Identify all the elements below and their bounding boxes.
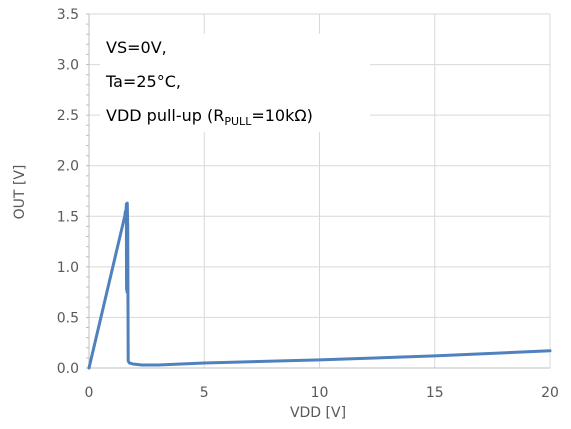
y-tick-label: 0.5 — [57, 310, 79, 326]
plot-area — [87, 201, 552, 370]
y-tick-label: 1.5 — [57, 209, 79, 225]
x-axis-title: VDD [V] — [290, 405, 346, 421]
annotation-line-pullup: VDD pull-up (RPULL=10kΩ) — [106, 106, 313, 128]
y-axis-title: OUT [V] — [12, 165, 28, 220]
y-tick-label: 2.5 — [57, 108, 79, 124]
annotation-pullup-suffix: =10kΩ) — [251, 106, 313, 125]
y-tick-label: 2.0 — [57, 159, 79, 175]
annotation-line-vs: VS=0V, — [106, 38, 167, 57]
x-tick-label: 0 — [85, 385, 94, 401]
annotation-background — [100, 34, 370, 132]
axes — [86, 13, 550, 369]
y-tick-label: 0.0 — [57, 361, 79, 377]
y-tick-label: 3.5 — [57, 7, 79, 23]
y-tick-label: 3.0 — [57, 58, 79, 74]
y-tick-label: 1.0 — [57, 260, 79, 276]
x-tick-label: 15 — [426, 385, 444, 401]
x-tick-label: 10 — [311, 385, 329, 401]
series-line — [87, 201, 552, 370]
annotation-line-ta: Ta=25°C, — [105, 72, 181, 91]
annotation-pullup-subscript: PULL — [224, 115, 252, 128]
annotation-pullup-prefix: VDD pull-up (R — [106, 106, 224, 125]
x-tick-label: 5 — [200, 385, 209, 401]
x-tick-label: 20 — [541, 385, 559, 401]
annotation-box: VS=0V, Ta=25°C, VDD pull-up (RPULL=10kΩ) — [100, 34, 370, 132]
tick-labels: 0.0 0.5 1.0 1.5 2.0 2.5 3.0 3.5 0 5 10 15 20 — [57, 7, 559, 401]
